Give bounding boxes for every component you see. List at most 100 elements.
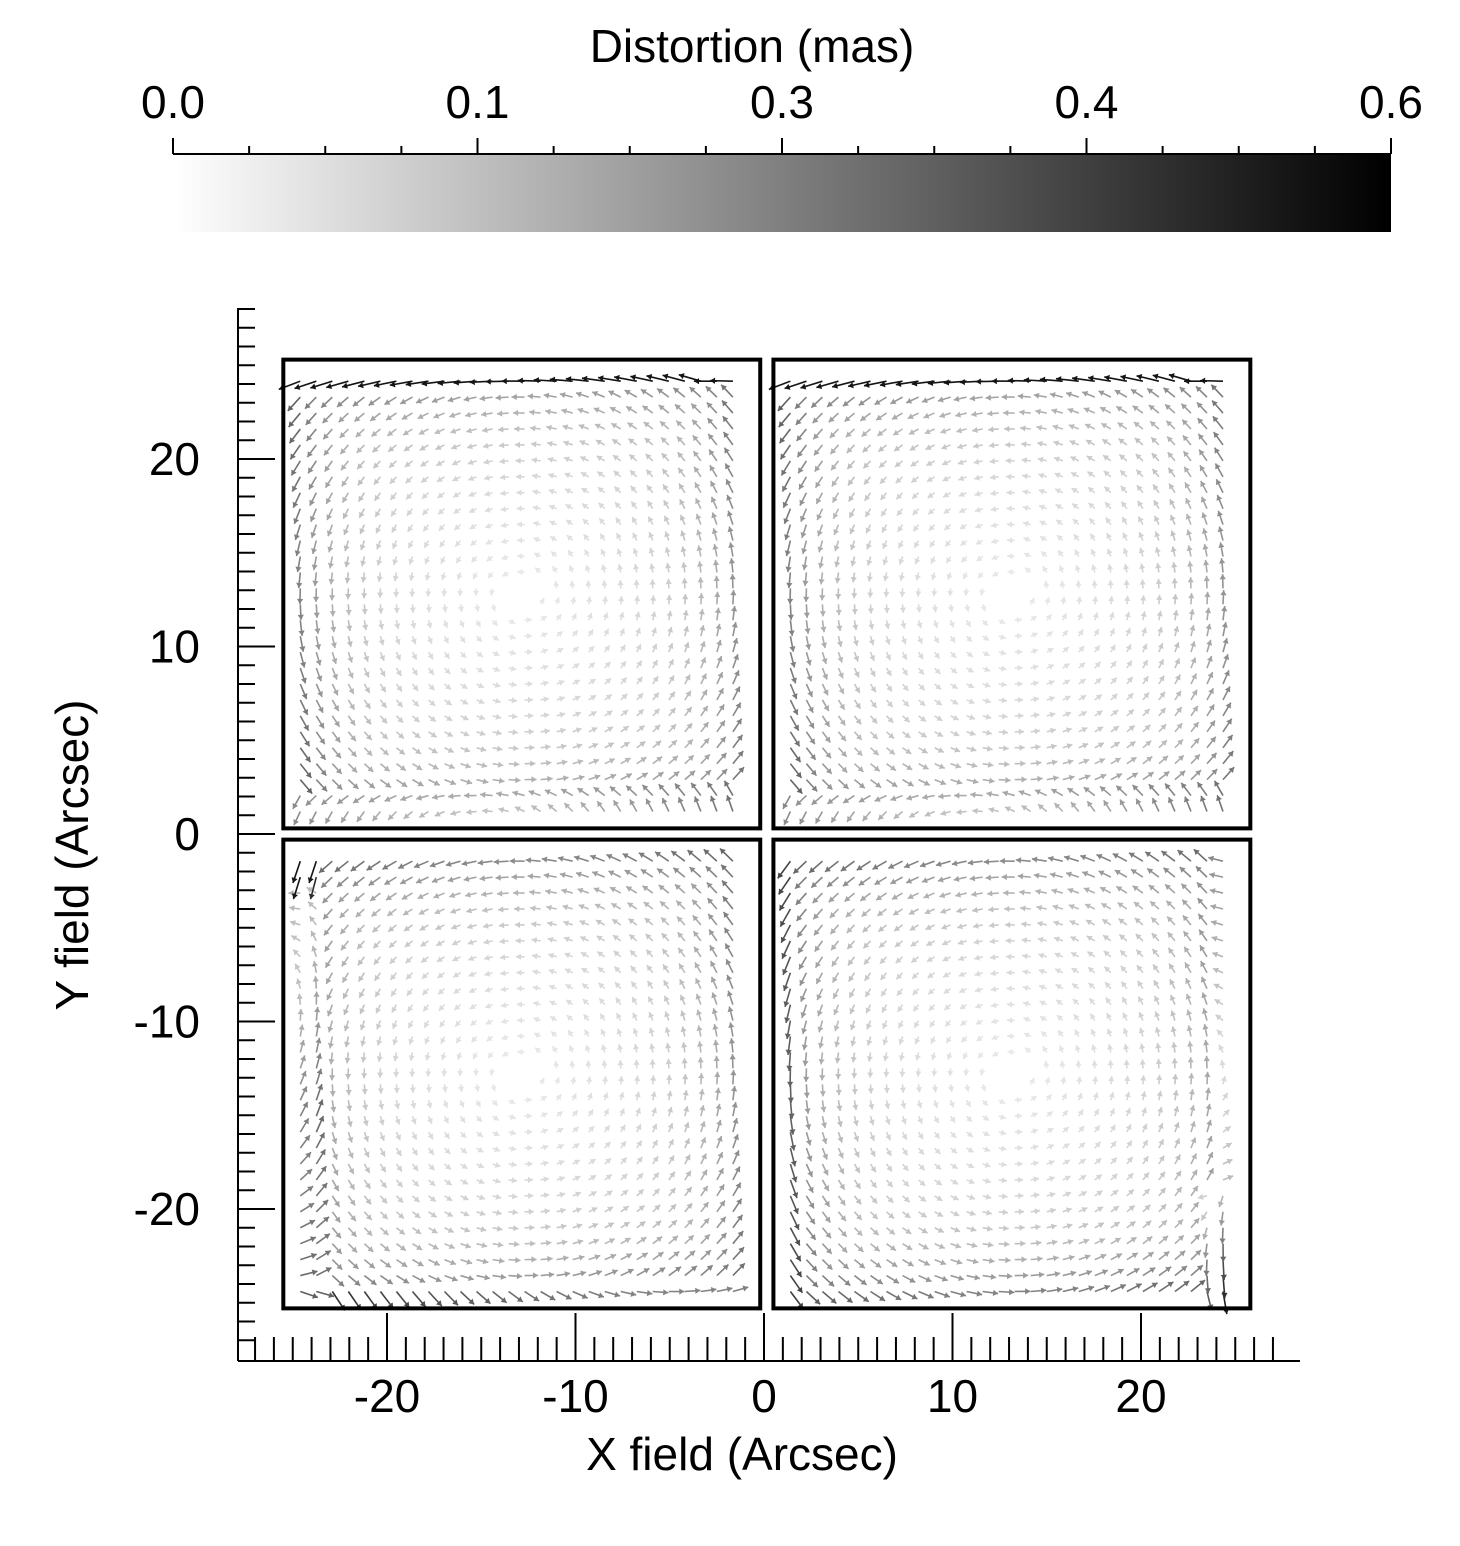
distortion-arrow [674,783,686,797]
arrow-head [557,648,564,654]
arrow-head [308,893,315,900]
distortion-arrow [982,729,992,736]
distortion-arrow [955,411,967,418]
distortion-arrow [625,405,638,414]
distortion-arrow [1110,757,1122,765]
arrow-head [542,648,549,655]
distortion-arrow [918,778,931,786]
arrow-head [313,991,320,997]
arrow-head [495,697,501,704]
arrow-head [366,749,373,756]
distortion-arrow [831,492,840,504]
arrow-head [460,652,467,658]
distortion-arrow [389,476,398,485]
distortion-arrow [1172,594,1179,605]
distortion-arrow [842,396,855,407]
arrow-head [910,460,917,467]
distortion-arrow [455,556,462,564]
distortion-arrow [947,588,954,597]
distortion-arrow [546,440,557,447]
distortion-arrow [490,604,497,612]
arrow-head [565,376,572,383]
arrow-head [1017,648,1023,656]
distortion-arrow [412,763,423,771]
arrow-head [890,765,896,771]
distortion-arrow [1070,455,1080,462]
arrow-head [894,445,901,451]
distortion-arrow [942,475,951,482]
distortion-arrow [876,428,888,437]
arrow-head [795,756,801,763]
distortion-arrow [821,667,828,680]
arrow-head [465,411,471,418]
distortion-arrow [1103,486,1112,494]
arrow-head [787,614,794,620]
arrow-head [495,394,501,401]
arrow-head [304,756,311,763]
distortion-arrow [324,460,333,473]
distortion-arrow [1138,547,1145,557]
distortion-arrow [1202,543,1209,557]
arrow-head [330,1122,337,1129]
distortion-arrow [1185,497,1192,510]
arrow-head [869,654,876,661]
arrow-head [581,488,588,494]
distortion-arrow [1078,710,1088,717]
distortion-arrow [846,811,856,823]
distortion-arrow [378,620,385,630]
distortion-arrow [447,396,461,403]
arrow-head [479,714,485,721]
arrow-head [932,621,939,628]
distortion-arrow [424,556,431,565]
distortion-arrow [581,375,605,382]
distortion-arrow [345,1084,352,1096]
arrow-head [709,465,716,472]
arrow-head [308,467,314,474]
arrow-head [515,457,521,464]
distortion-arrow [943,524,952,531]
arrow-head [663,484,669,491]
distortion-arrow [1115,405,1128,414]
arrow-head [538,597,545,604]
arrow-head [359,544,366,551]
distortion-arrow [299,1101,309,1117]
distortion-arrow [570,596,577,605]
distortion-arrow [1078,645,1085,653]
distortion-arrow [1103,799,1112,812]
arrow-head [408,542,414,549]
distortion-arrow [1014,744,1025,751]
arrow-head [1059,580,1066,587]
arrow-head [316,1053,322,1060]
distortion-arrow [818,572,825,585]
distortion-arrow [617,595,625,605]
arrow-head [628,438,635,445]
distortion-arrow [697,577,704,589]
distortion-arrow [448,793,461,800]
arrow-head [543,392,550,399]
arrow-head [1019,744,1025,751]
arrow-head [898,575,905,581]
distortion-arrow [658,783,670,797]
distortion-arrow [911,492,920,500]
distortion-arrow [630,501,638,510]
distortion-arrow [700,769,712,781]
distortion-arrow [1126,724,1136,733]
distortion-arrow [970,791,983,798]
distortion-arrow [1022,505,1031,512]
distortion-arrow [588,774,601,781]
distortion-arrow [492,729,502,736]
distortion-arrow [1053,440,1064,447]
distortion-arrow [1071,487,1080,494]
arrow-head [478,682,484,689]
distortion-arrow [299,1134,311,1149]
arrow-head [1022,505,1029,512]
arrow-head [323,433,329,440]
arrow-head [970,791,976,798]
arrow-head [342,496,348,503]
arrow-head [403,813,410,819]
distortion-arrow [963,588,970,596]
distortion-arrow [641,784,654,797]
arrow-head [453,379,459,386]
distortion-arrow [982,697,992,704]
arrow-head [694,482,701,489]
